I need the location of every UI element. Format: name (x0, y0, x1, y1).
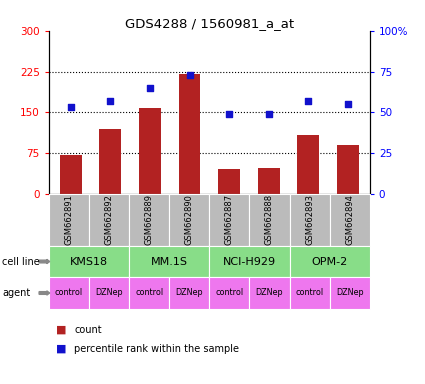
Point (67, 104, 74, 111)
Bar (258, 168, 280, 194)
Bar (298, 135, 319, 194)
Text: GSM662892: GSM662892 (105, 194, 113, 245)
Text: GSM662889: GSM662889 (144, 194, 154, 245)
Bar (178, 74, 201, 194)
Point (226, 111, 232, 117)
Point (107, 98, 113, 104)
Text: GSM662888: GSM662888 (265, 194, 274, 245)
Text: DZNep: DZNep (176, 288, 203, 298)
Title: GDS4288 / 1560981_a_at: GDS4288 / 1560981_a_at (125, 17, 294, 30)
Bar (139, 108, 161, 194)
Text: ■: ■ (57, 325, 67, 335)
Text: GSM662890: GSM662890 (185, 194, 194, 245)
Text: ■: ■ (57, 344, 67, 354)
Bar (99, 129, 121, 194)
Point (345, 101, 351, 107)
Point (147, 85, 153, 91)
Text: DZNep: DZNep (256, 288, 283, 298)
Text: KMS18: KMS18 (70, 257, 108, 266)
Bar (218, 169, 240, 194)
Text: percentile rank within the sample: percentile rank within the sample (74, 344, 239, 354)
Text: control: control (295, 288, 324, 298)
Text: count: count (74, 325, 102, 335)
Bar (337, 145, 359, 194)
Text: control: control (215, 288, 244, 298)
Text: agent: agent (2, 288, 30, 298)
Text: DZNep: DZNep (336, 288, 363, 298)
Text: OPM-2: OPM-2 (312, 257, 348, 266)
Text: MM.1S: MM.1S (151, 257, 188, 266)
Point (186, 72, 193, 78)
Text: GSM662891: GSM662891 (65, 194, 74, 245)
Text: NCI-H929: NCI-H929 (223, 257, 276, 266)
Text: cell line: cell line (2, 257, 40, 266)
Text: control: control (55, 288, 83, 298)
Text: DZNep: DZNep (95, 288, 123, 298)
Bar (60, 155, 82, 194)
Text: GSM662887: GSM662887 (225, 194, 234, 245)
Text: control: control (135, 288, 163, 298)
Point (305, 98, 312, 104)
Text: GSM662893: GSM662893 (305, 194, 314, 245)
Text: GSM662894: GSM662894 (345, 194, 354, 245)
Point (265, 111, 272, 117)
